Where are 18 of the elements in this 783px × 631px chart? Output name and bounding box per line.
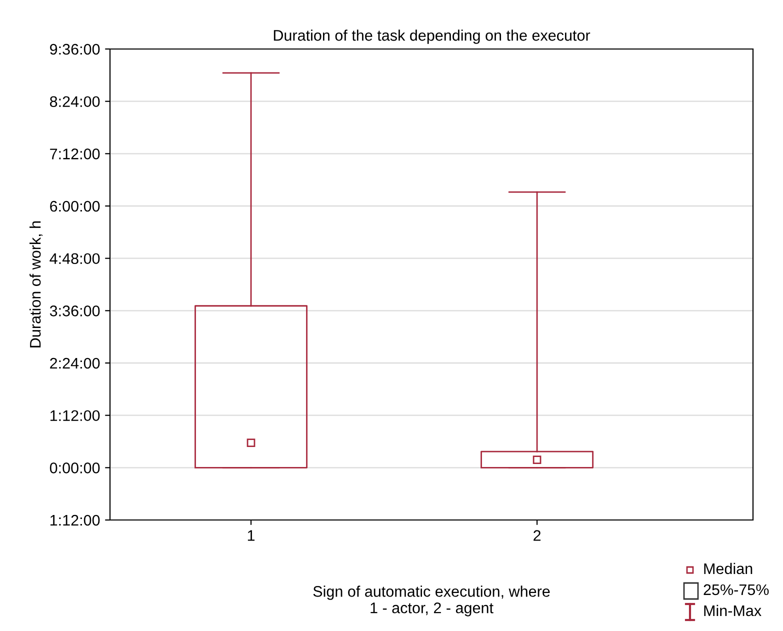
- text: Median: [704, 562, 752, 574]
- x-tick-label: 1: [248, 530, 255, 541]
- y-tick-label: 7:12:00: [50, 148, 100, 160]
- y-tick-label: 1:12:00: [50, 410, 100, 422]
- y-tick-label: 0:00:00: [50, 462, 100, 474]
- y-tick-label: 8:24:00: [50, 96, 100, 108]
- y-tick-label: 6:00:00: [50, 200, 100, 212]
- text: Min-Max: [704, 604, 762, 616]
- x-tick-label: 2: [534, 530, 541, 541]
- y-tick-label: 2:24:00: [50, 358, 100, 369]
- y-axis-title: Duration of work, h: [30, 221, 43, 348]
- y-tick-label: 1:12:00: [50, 514, 100, 526]
- y-tick-label: 9:36:00: [50, 44, 100, 55]
- chart-title: Duration of the task depending on the executor: [274, 30, 590, 44]
- x-axis-title: Sign of automatic execution, where 1 - actor, 2 - agent: [313, 586, 550, 616]
- text: 25%-75%: [704, 584, 769, 596]
- y-tick-label: 3:36:00: [50, 306, 100, 316]
- y-tick-label: 4:48:00: [50, 253, 100, 264]
